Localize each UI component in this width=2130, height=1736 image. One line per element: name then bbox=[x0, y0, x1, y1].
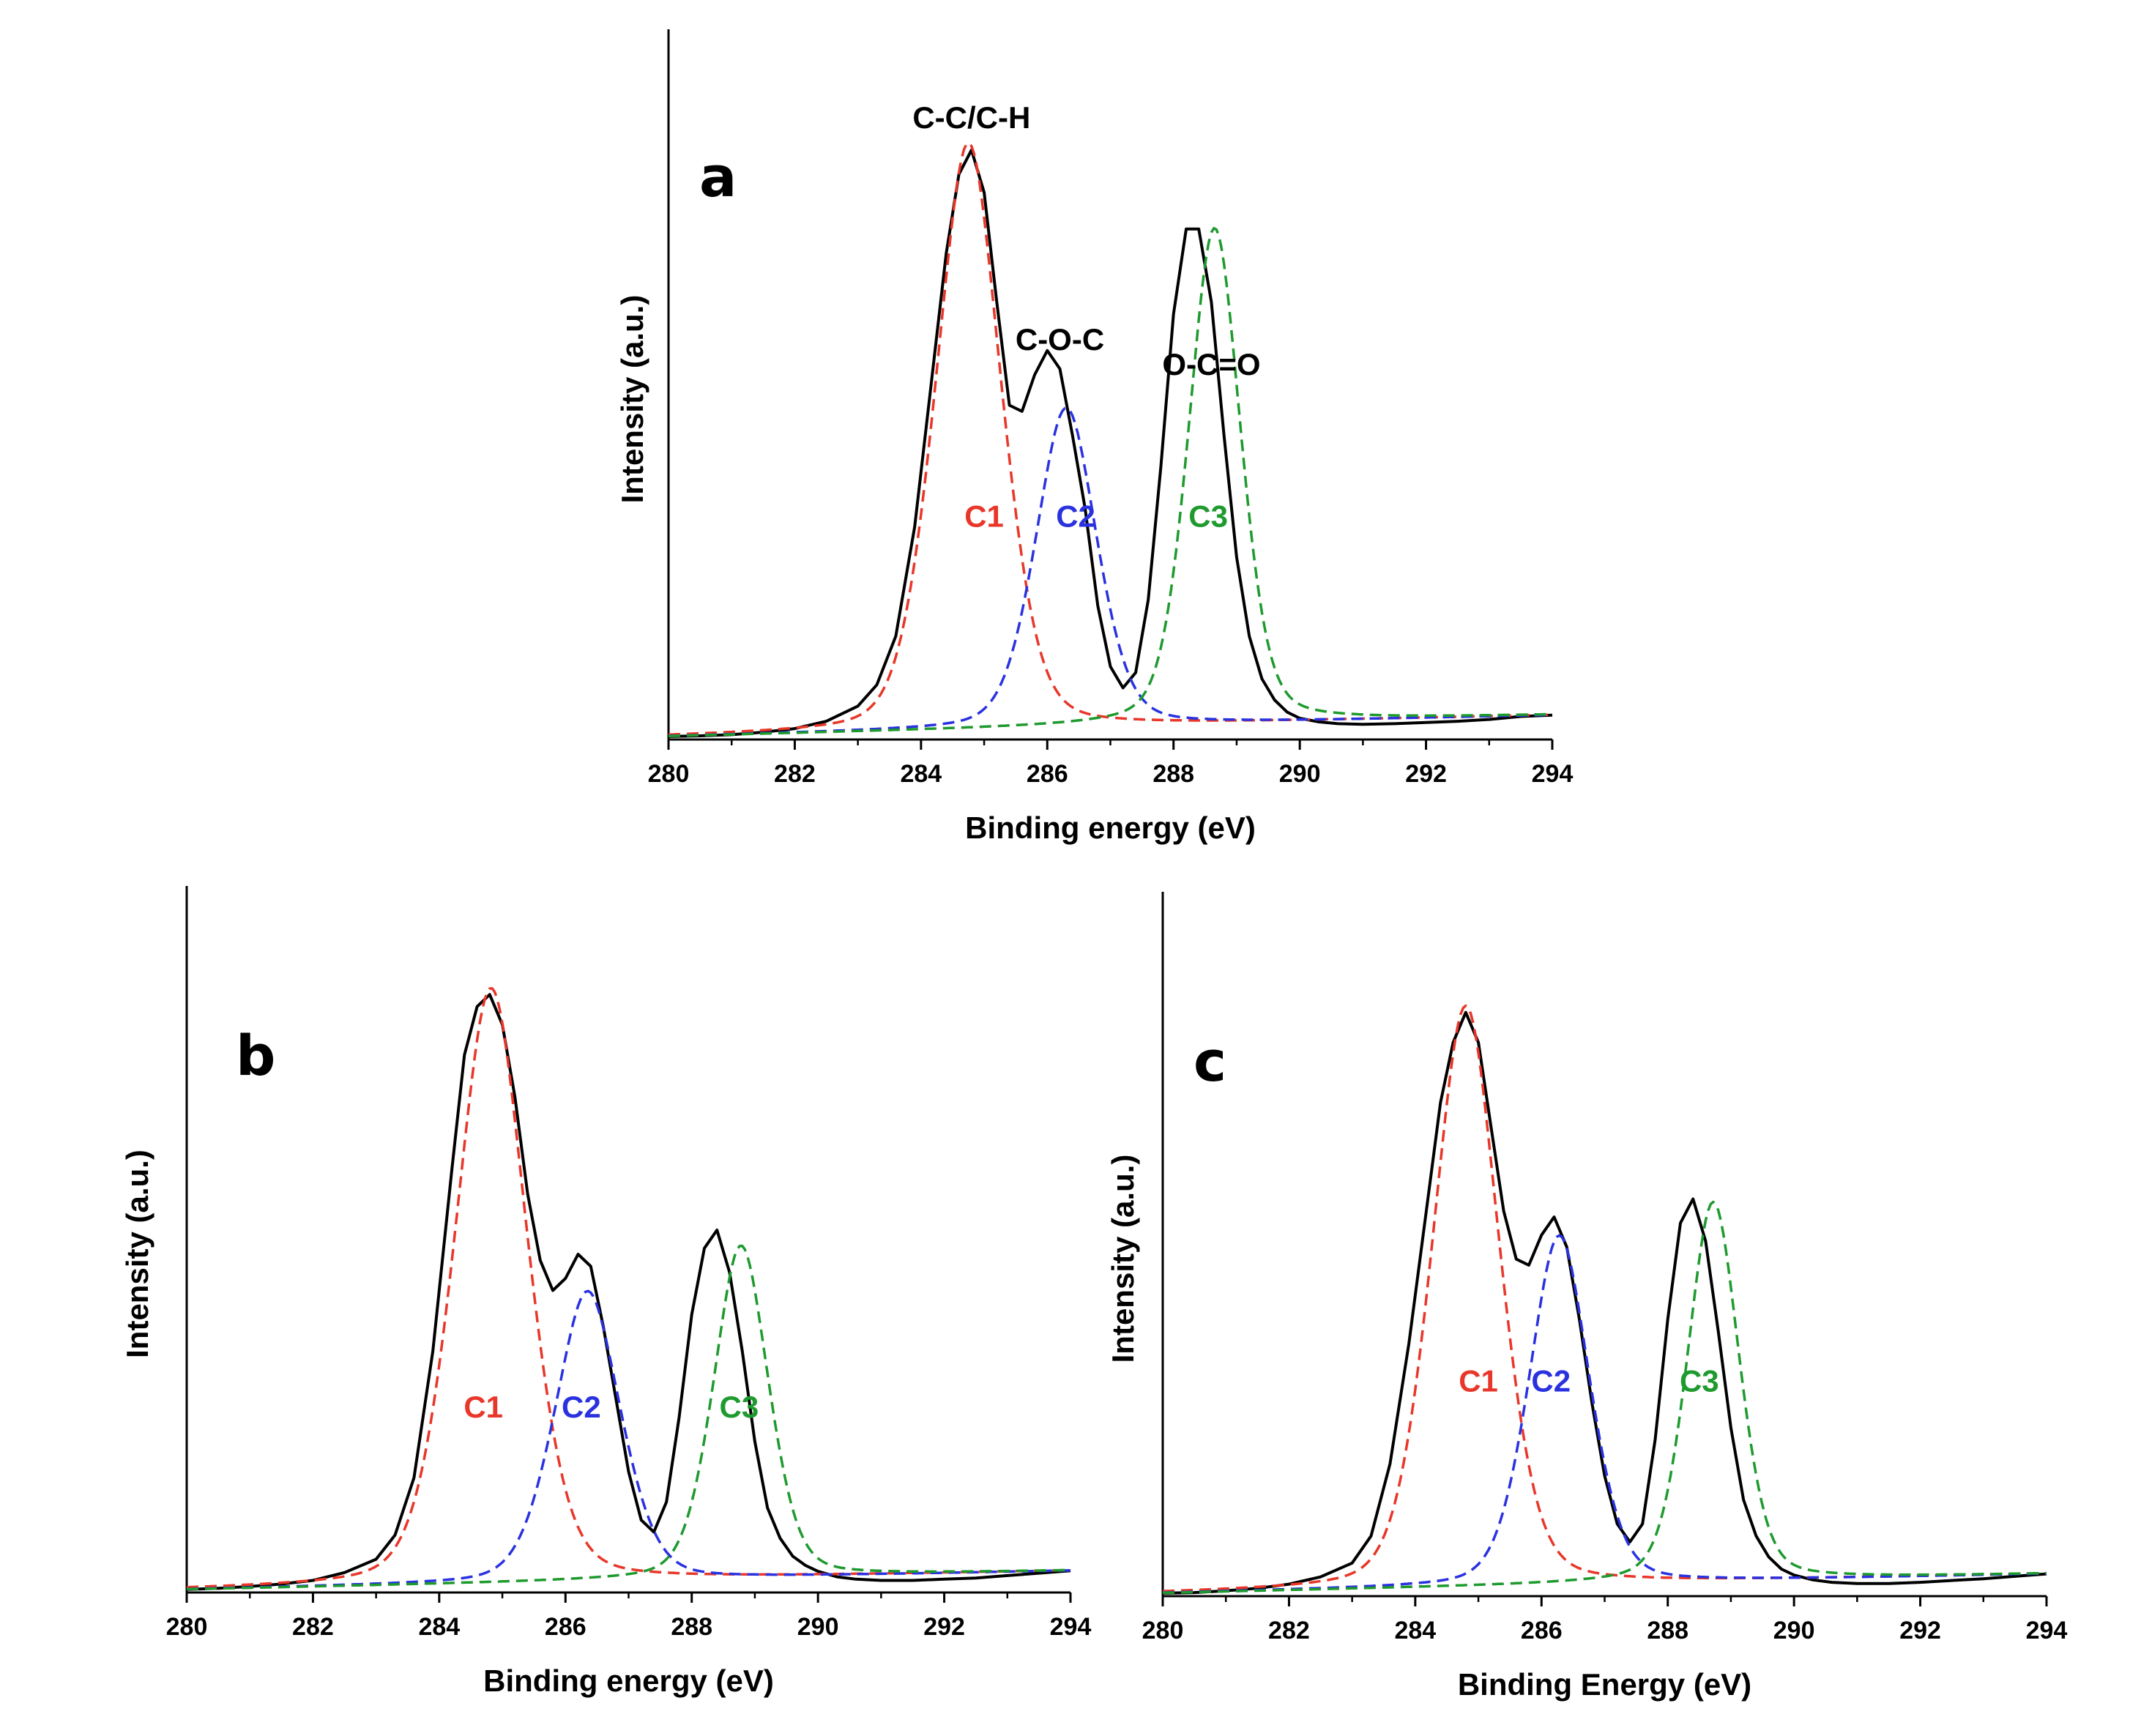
peak-annotation: O-C=O bbox=[1162, 347, 1260, 381]
x-tick-label: 284 bbox=[418, 1613, 460, 1641]
x-tick-label: 292 bbox=[1899, 1617, 1941, 1644]
panel-c-chart: 280 282 284 286 288 290 292 294 Binding Energy (… bbox=[1106, 892, 2067, 1702]
x-tick-label: 294 bbox=[2026, 1617, 2068, 1644]
fit-component-c3-line bbox=[668, 226, 1552, 738]
x-tick-label: 290 bbox=[797, 1613, 839, 1641]
fit-component-c1-line bbox=[668, 141, 1553, 736]
x-tick-label: 282 bbox=[1268, 1617, 1310, 1644]
x-axis-title: Binding energy (eV) bbox=[965, 811, 1256, 845]
x-tick-label: 290 bbox=[1279, 760, 1321, 788]
y-axis-title: Intensity (a.u.) bbox=[615, 295, 649, 504]
measured-spectrum-line bbox=[668, 148, 1553, 738]
x-tick-label: 280 bbox=[1142, 1617, 1184, 1644]
x-tick-label: 288 bbox=[671, 1613, 712, 1641]
y-axis-title: Intensity (a.u.) bbox=[1106, 1155, 1140, 1363]
measured-spectrum-line bbox=[1162, 1010, 2047, 1595]
x-tick-label: 288 bbox=[1647, 1617, 1688, 1644]
x-tick-label: 292 bbox=[923, 1613, 965, 1641]
panel-letter: c bbox=[1194, 1029, 1226, 1094]
x-tick-label: 284 bbox=[900, 760, 942, 788]
x-axis-title: Binding Energy (eV) bbox=[1458, 1667, 1751, 1702]
panel-b-chart: 280 282 284 286 288 290 292 294 Binding energy (… bbox=[120, 886, 1091, 1698]
component-label-c1: C1 bbox=[964, 499, 1004, 534]
component-label-c3: C3 bbox=[1188, 499, 1228, 534]
x-tick-label: 280 bbox=[648, 760, 690, 788]
x-tick-label: 288 bbox=[1152, 760, 1194, 788]
x-tick-label: 286 bbox=[1521, 1617, 1563, 1644]
x-tick-label: 282 bbox=[774, 760, 816, 788]
component-label-c1: C1 bbox=[463, 1390, 503, 1424]
x-tick-label: 282 bbox=[292, 1613, 334, 1641]
fit-component-c3-line bbox=[186, 1244, 1071, 1591]
x-axis-title: Binding energy (eV) bbox=[483, 1664, 774, 1698]
component-label-c3: C3 bbox=[720, 1390, 759, 1424]
panel-letter: a bbox=[699, 144, 737, 209]
peak-annotation: C-O-C bbox=[1016, 322, 1104, 357]
x-tick-label: 280 bbox=[166, 1613, 208, 1641]
x-tick-label: 290 bbox=[1773, 1617, 1815, 1644]
fit-component-c3-line bbox=[1162, 1200, 2047, 1595]
y-axis-title: Intensity (a.u.) bbox=[120, 1150, 154, 1358]
x-tick-label: 286 bbox=[1027, 760, 1068, 788]
component-label-c1: C1 bbox=[1459, 1364, 1498, 1398]
component-label-c3: C3 bbox=[1680, 1364, 1719, 1398]
x-tick-label: 292 bbox=[1405, 760, 1447, 788]
x-tick-label: 294 bbox=[1532, 760, 1574, 788]
peak-annotation: C-C/C-H bbox=[912, 100, 1030, 135]
panel-a-chart: 280 282 284 286 288 290 292 294 Binding energy (… bbox=[615, 29, 1573, 845]
x-tick-label: 294 bbox=[1050, 1613, 1092, 1641]
panel-letter: b bbox=[236, 1023, 275, 1088]
component-label-c2: C2 bbox=[1056, 499, 1095, 534]
fit-component-c1-line bbox=[186, 987, 1071, 1589]
x-tick-label: 286 bbox=[545, 1613, 587, 1641]
component-label-c2: C2 bbox=[562, 1390, 601, 1424]
x-tick-label: 284 bbox=[1394, 1617, 1436, 1644]
measured-spectrum-line bbox=[186, 993, 1071, 1591]
component-label-c2: C2 bbox=[1531, 1364, 1571, 1398]
